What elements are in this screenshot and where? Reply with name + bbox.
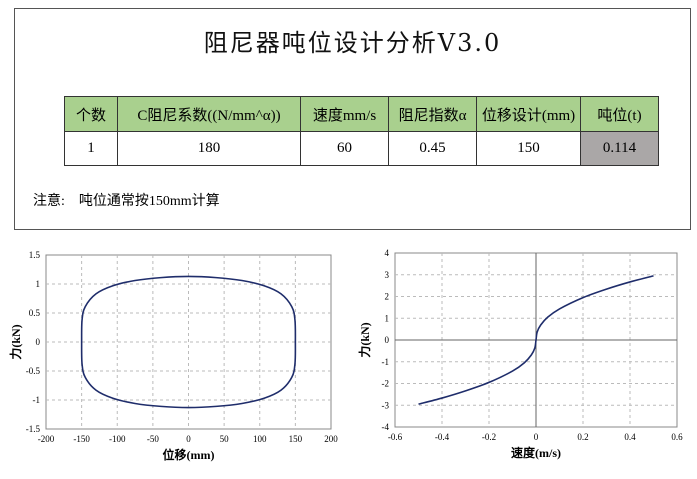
data-series-line [80,275,297,409]
damping-coefficient-cell[interactable]: 180 [117,131,301,166]
y-tick-label: 1 [385,313,390,323]
x-axis-label: 位移(mm) [163,447,215,462]
table-row: 1 180 60 0.45 150 0.114 [64,131,659,166]
x-tick-label: -200 [38,434,55,444]
header-velocity: 速度mm/s [300,96,389,132]
y-tick-label: 4 [385,248,390,258]
x-tick-label: 0.2 [577,432,588,442]
y-tick-label: 3 [385,270,390,280]
y-axis-label: 力(kN) [357,322,372,357]
y-tick-label: -2 [382,379,390,389]
y-tick-label: 0.5 [29,308,41,318]
note-text: 吨位通常按150mm计算 [78,194,220,209]
velocity-cell[interactable]: 60 [300,131,389,166]
parameter-table: 个数 C阻尼系数((N/mm^α)) 速度mm/s 阻尼指数α 位移设计(mm)… [64,96,659,166]
y-tick-label: -1 [382,357,390,367]
x-tick-label: -100 [109,434,126,444]
x-tick-label: 0.6 [671,432,683,442]
header-displacement: 位移设计(mm) [476,96,581,132]
y-tick-label: -0.5 [26,366,41,376]
table-header-row: 个数 C阻尼系数((N/mm^α)) 速度mm/s 阻尼指数α 位移设计(mm)… [64,96,659,132]
header-damping-coefficient: C阻尼系数((N/mm^α)) [117,96,301,132]
x-axis-label: 速度(m/s) [511,445,561,460]
x-tick-label: -0.6 [388,432,403,442]
x-tick-label: 50 [220,434,230,444]
input-panel: 阻尼器吨位设计分析V3.0 个数 C阻尼系数((N/mm^α)) 速度mm/s … [14,8,691,230]
y-axis-label: 力(kN) [8,324,23,359]
y-tick-label: -3 [382,400,390,410]
x-tick-label: -150 [73,434,90,444]
header-damping-exponent: 阻尼指数α [388,96,477,132]
x-tick-label: 0.4 [624,432,636,442]
y-tick-label: 0 [36,337,41,347]
hysteresis-chart: -200 -150 -100 -50 0 50 100 150 200 -1.5 -1 -0.5 0 0.… [8,250,338,462]
page-title: 阻尼器吨位设计分析V3.0 [203,29,502,57]
x-tick-label: 0 [534,432,539,442]
y-tick-label: 1.5 [29,250,41,260]
header-tonnage: 吨位(t) [580,96,659,132]
y-tick-label: -4 [382,422,390,432]
y-tick-label: 0 [385,335,390,345]
data-series-line [418,275,654,405]
x-tick-label: 200 [324,434,338,444]
y-tick-label: -1.5 [26,424,41,434]
displacement-cell[interactable]: 150 [476,131,581,166]
note-label: 注意: [33,194,65,209]
x-tick-label: 100 [253,434,267,444]
x-tick-label: 0 [186,434,191,444]
y-tick-label: -1 [33,395,41,405]
tonnage-result-cell: 0.114 [580,131,659,166]
y-tick-label: 2 [385,292,390,302]
y-tick-label: 1 [36,279,41,289]
note: 注意: 吨位通常按150mm计算 [33,190,234,210]
damping-exponent-cell[interactable]: 0.45 [388,131,477,166]
x-tick-label: -0.2 [482,432,496,442]
header-count: 个数 [64,96,118,132]
x-tick-label: -50 [147,434,159,444]
x-tick-label: -0.4 [435,432,450,442]
count-cell[interactable]: 1 [64,131,118,166]
force-velocity-chart: -0.6 -0.4 -0.2 0 0.2 0.4 0.6 -4 -3 -2 -1 0 1 2 3 4 速度(m/… [357,248,683,460]
x-tick-label: 150 [289,434,303,444]
